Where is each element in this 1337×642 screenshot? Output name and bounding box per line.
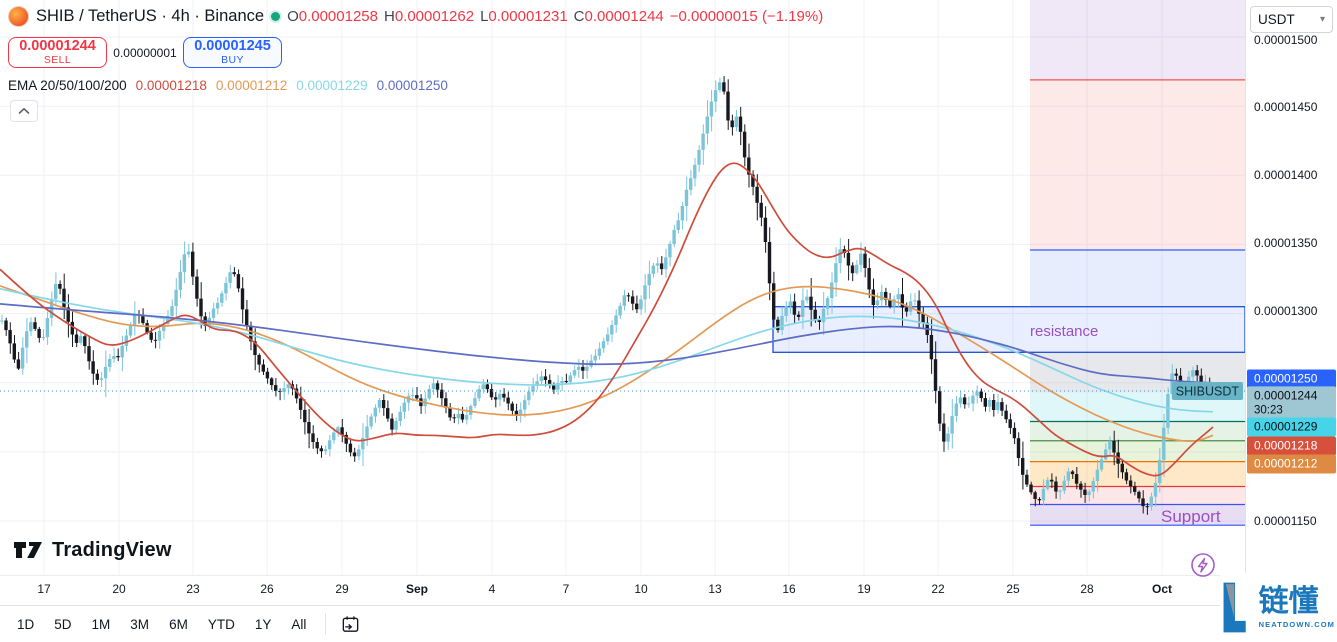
sell-button[interactable]: 0.00001244 SELL bbox=[8, 37, 107, 68]
price-axis-label: 0.00001300 bbox=[1254, 304, 1318, 318]
collapse-legend-button[interactable] bbox=[10, 100, 38, 122]
time-axis-tick: 22 bbox=[931, 582, 945, 596]
symbol-title[interactable]: SHIB / TetherUS · 4h · Binance bbox=[36, 7, 265, 25]
ohlc-values: O0.00001258 H0.00001262 L0.00001231 C0.0… bbox=[287, 8, 823, 25]
chevron-up-icon bbox=[18, 107, 30, 114]
toolbar-divider bbox=[325, 613, 327, 635]
shib-logo-icon bbox=[8, 6, 29, 27]
range-button-all[interactable]: All bbox=[282, 612, 315, 637]
time-axis-tick: 17 bbox=[37, 582, 51, 596]
time-axis-tick: 16 bbox=[782, 582, 796, 596]
ema-legend[interactable]: EMA 20/50/100/200 0.00001218 0.00001212 0.… bbox=[8, 78, 457, 93]
low-value: 0.00001231 bbox=[488, 8, 568, 25]
time-axis-tick: 13 bbox=[708, 582, 722, 596]
price-axis-label: 0.00001500 bbox=[1254, 33, 1318, 47]
range-button-3m[interactable]: 3M bbox=[121, 612, 158, 637]
price-axis-label: 0.00001150 bbox=[1254, 514, 1317, 528]
buy-button[interactable]: 0.00001245 BUY bbox=[183, 37, 282, 68]
price-badge: 0.00001244 30:23 bbox=[1247, 386, 1336, 420]
buy-label: BUY bbox=[221, 53, 244, 66]
svg-text:resistance: resistance bbox=[1030, 323, 1098, 340]
range-button-ytd[interactable]: YTD bbox=[199, 612, 244, 637]
high-label: H bbox=[383, 8, 395, 25]
ema-legend-label: EMA 20/50/100/200 bbox=[8, 78, 127, 93]
ema-legend-values: 0.00001218 0.00001212 0.00001229 0.00001250 bbox=[136, 78, 457, 93]
price-badge: 0.00001229 bbox=[1247, 417, 1336, 437]
price-axis-label: 0.00001350 bbox=[1254, 236, 1318, 250]
price-badge: 0.00001250 bbox=[1247, 369, 1336, 389]
ema-value-100: 0.00001229 bbox=[296, 78, 368, 93]
order-panel: 0.00001244 SELL 0.00000001 0.00001245 BU… bbox=[8, 37, 282, 68]
chevron-down-icon: ▾ bbox=[1319, 14, 1325, 25]
buy-price: 0.00001245 bbox=[194, 38, 271, 55]
time-axis-tick: 4 bbox=[488, 582, 496, 596]
range-toolbar: 1D 5D 1M 3M 6M YTD 1Y All bbox=[0, 605, 1337, 642]
time-axis-tick: 19 bbox=[857, 582, 871, 596]
price-axis-label: 0.00001450 bbox=[1254, 100, 1318, 114]
time-axis-tick: Sep bbox=[405, 582, 429, 596]
symbol-header: SHIB / TetherUS · 4h · Binance O0.000012… bbox=[8, 6, 823, 27]
spread-value: 0.00000001 bbox=[113, 45, 177, 60]
time-axis-tick: Oct bbox=[1151, 582, 1173, 596]
ema-value-200: 0.00001250 bbox=[376, 78, 448, 93]
svg-text:SHIBUSDT: SHIBUSDT bbox=[1176, 385, 1240, 399]
price-axis[interactable]: USDT ▾ 0.00001500 0.00001450 0.00001400 0.0… bbox=[1245, 0, 1337, 605]
branding-cn-text: 链懂 bbox=[1258, 584, 1319, 618]
change-value: −0.00000015 (−1.19%) bbox=[669, 8, 824, 25]
currency-label: USDT bbox=[1258, 12, 1295, 27]
time-axis-tick: 10 bbox=[634, 582, 648, 596]
open-label: O bbox=[287, 8, 299, 25]
range-button-1d[interactable]: 1D bbox=[8, 612, 43, 637]
price-badge: 0.00001212 bbox=[1247, 454, 1336, 474]
countdown-timer: 30:23 bbox=[1254, 404, 1283, 417]
tradingview-logo-icon bbox=[14, 542, 42, 558]
branding-site-text: NEATDOWN.COM bbox=[1258, 619, 1335, 629]
price-axis-label: 0.00001400 bbox=[1254, 168, 1318, 182]
boost-button[interactable] bbox=[1189, 551, 1217, 579]
ema-value-50: 0.00001212 bbox=[215, 78, 288, 93]
range-button-6m[interactable]: 6M bbox=[160, 612, 197, 637]
go-to-date-button[interactable] bbox=[336, 612, 365, 637]
lightning-icon bbox=[1191, 553, 1215, 577]
sell-label: SELL bbox=[43, 53, 72, 66]
time-axis-tick: 25 bbox=[1006, 582, 1020, 596]
open-value: 0.00001258 bbox=[298, 8, 378, 25]
range-button-1m[interactable]: 1M bbox=[83, 612, 120, 637]
range-button-5d[interactable]: 5D bbox=[45, 612, 80, 637]
candlestick-chart[interactable]: resistance Support SHIBUSDT bbox=[0, 0, 1245, 575]
currency-selector[interactable]: USDT ▾ bbox=[1250, 6, 1333, 33]
time-axis-tick: 20 bbox=[112, 582, 126, 596]
price-badge: 0.00001218 bbox=[1247, 436, 1336, 456]
time-axis-tick: 7 bbox=[562, 582, 570, 596]
tradingview-watermark-text: TradingView bbox=[52, 538, 172, 561]
site-branding: 链懂 NEATDOWN.COM bbox=[1220, 573, 1337, 642]
sell-price: 0.00001244 bbox=[19, 38, 96, 55]
time-axis-tick: 29 bbox=[335, 582, 349, 596]
time-axis-tick: 26 bbox=[260, 582, 274, 596]
low-label: L bbox=[480, 8, 489, 25]
close-value: 0.00001244 bbox=[584, 8, 664, 25]
ema-value-20: 0.00001218 bbox=[135, 78, 207, 93]
market-status-dot[interactable] bbox=[271, 12, 281, 21]
time-axis[interactable]: 17 20 23 26 29 Sep 4 7 10 13 16 19 22 25 28 Oct bbox=[0, 575, 1245, 605]
range-button-1y[interactable]: 1Y bbox=[246, 612, 281, 637]
time-axis-tick: 28 bbox=[1080, 582, 1094, 596]
neatdown-logo-icon bbox=[1223, 582, 1246, 633]
close-label: C bbox=[573, 8, 585, 25]
time-axis-tick: 23 bbox=[186, 582, 200, 596]
high-value: 0.00001262 bbox=[394, 8, 475, 25]
svg-text:Support: Support bbox=[1161, 507, 1221, 526]
calendar-icon bbox=[343, 615, 359, 632]
tradingview-watermark[interactable]: TradingView bbox=[13, 538, 172, 562]
